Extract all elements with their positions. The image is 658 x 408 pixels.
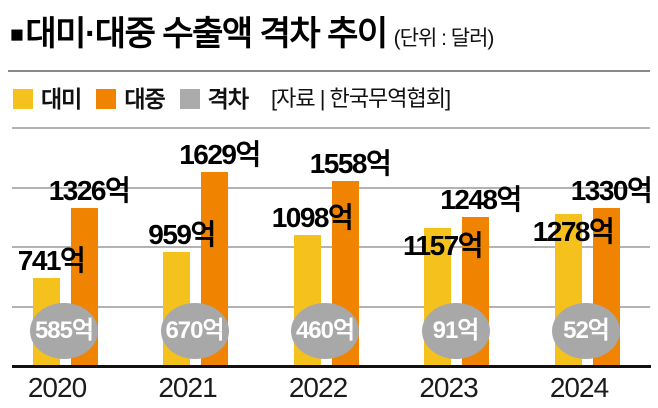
legend-swatch-gap [179,89,200,109]
x-tick-2021: 2021 [158,372,217,403]
title-bullet-icon: ■ [10,21,24,47]
axis-baseline [12,365,651,368]
legend: 대미 대중 격차 [자료 | 한국무역협회] [13,86,451,112]
legend-items: 대미 대중 격차 [13,86,263,112]
label-us-2021: 959억 [148,218,216,250]
label-china-2023: 1248억 [440,184,522,216]
gap-value: 52억 [563,317,610,344]
gap-badge-2021: 670억 [160,303,229,359]
gap-badge-2023: 91억 [421,303,490,359]
legend-label: 대중 [124,86,165,112]
x-tick-2023: 2023 [419,372,478,403]
legend-label: 대미 [41,86,82,112]
source-note: [자료 | 한국무역협회] [270,86,451,111]
legend-swatch-us [13,89,33,109]
gridline [12,186,650,189]
gap-value: 585억 [34,317,94,344]
gap-badge-2020: 585억 [30,303,98,359]
legend-item: 대중 [96,86,166,112]
label-us-2023: 1157억 [402,230,484,262]
gap-badge-2022: 460억 [291,303,359,359]
x-tick-2024: 2024 [549,372,609,403]
legend-label: 격차 [207,86,249,112]
title-text: 대미·대중 수출액 격차 추이 [25,15,388,53]
title-separator-line [8,70,650,72]
legend-swatch-china [96,89,117,109]
legend-item: 격차 [179,86,249,112]
gap-value: 670억 [165,317,224,344]
label-china-2020: 1326억 [48,175,131,207]
gap-badge-2024: 52억 [552,303,620,359]
label-china-2021: 1629억 [179,139,261,171]
label-china-2024: 1330억 [570,174,653,206]
gridline [12,127,650,129]
x-tick-2020: 2020 [27,372,87,403]
label-us-2024: 1278억 [532,215,615,247]
label-us-2020: 741억 [17,244,86,276]
chart-title: ■대미·대중 수출액 격차 추이 (단위 : 달러) [10,12,495,61]
x-tick-2022: 2022 [288,372,348,403]
gap-value: 460억 [295,317,355,344]
label-us-2022: 1098억 [271,202,354,234]
label-china-2022: 1558억 [309,147,392,179]
gridline [12,246,650,248]
gap-value: 91억 [432,317,480,344]
unit-note: (단위 : 달러) [393,27,495,50]
legend-item: 대미 [13,86,82,112]
